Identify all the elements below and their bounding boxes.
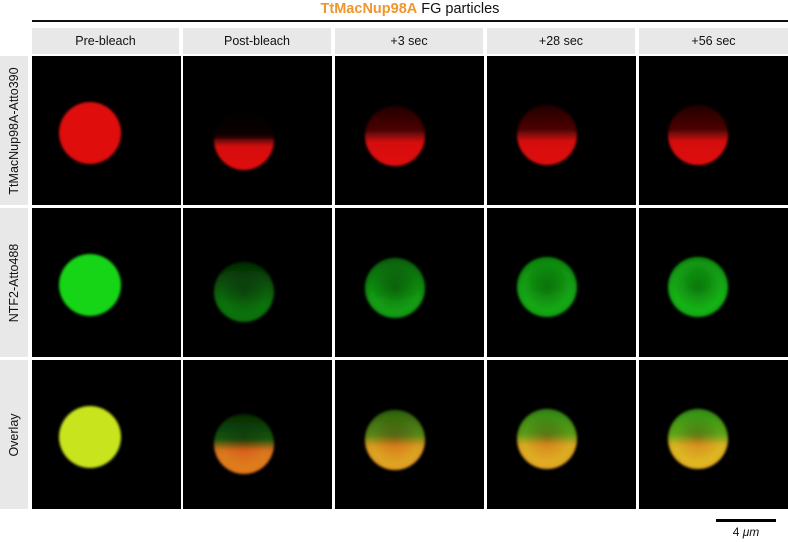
row-header-overlay: Overlay xyxy=(0,360,28,509)
micrograph-green-3 xyxy=(335,208,484,357)
micrograph-green-4 xyxy=(487,208,636,357)
micrograph-red-1 xyxy=(32,56,181,205)
scale-bar-label: 4 μm xyxy=(732,525,760,539)
title-rest: FG particles xyxy=(421,1,500,17)
col-header-3-sec: +3 sec xyxy=(335,28,483,54)
micrograph-overlay-2 xyxy=(183,360,332,509)
scale-bar xyxy=(716,519,776,522)
col-header-post-bleach: Post-bleach xyxy=(183,28,331,54)
col-header-pre-bleach: Pre-bleach xyxy=(32,28,179,54)
micrograph-red-4 xyxy=(487,56,636,205)
title-rule xyxy=(32,20,788,22)
row-header-nup98: TtMacNup98A-Atto390 xyxy=(0,56,28,205)
col-header-28-sec: +28 sec xyxy=(487,28,635,54)
micrograph-red-5 xyxy=(639,56,788,205)
col-header-56-sec: +56 sec xyxy=(639,28,788,54)
micrograph-red-3 xyxy=(335,56,484,205)
micrograph-overlay-3 xyxy=(335,360,484,509)
row-header-ntf2: NTF2-Atto488 xyxy=(0,208,28,357)
micrograph-green-2 xyxy=(183,208,332,357)
micrograph-green-1 xyxy=(32,208,181,357)
micrograph-green-5 xyxy=(639,208,788,357)
micrograph-red-2 xyxy=(183,56,332,205)
micrograph-overlay-4 xyxy=(487,360,636,509)
figure-title: TtMacNup98A FG particles xyxy=(32,0,788,18)
title-protein: TtMacNup98A xyxy=(320,1,418,17)
micrograph-overlay-1 xyxy=(32,360,181,509)
micrograph-overlay-5 xyxy=(639,360,788,509)
